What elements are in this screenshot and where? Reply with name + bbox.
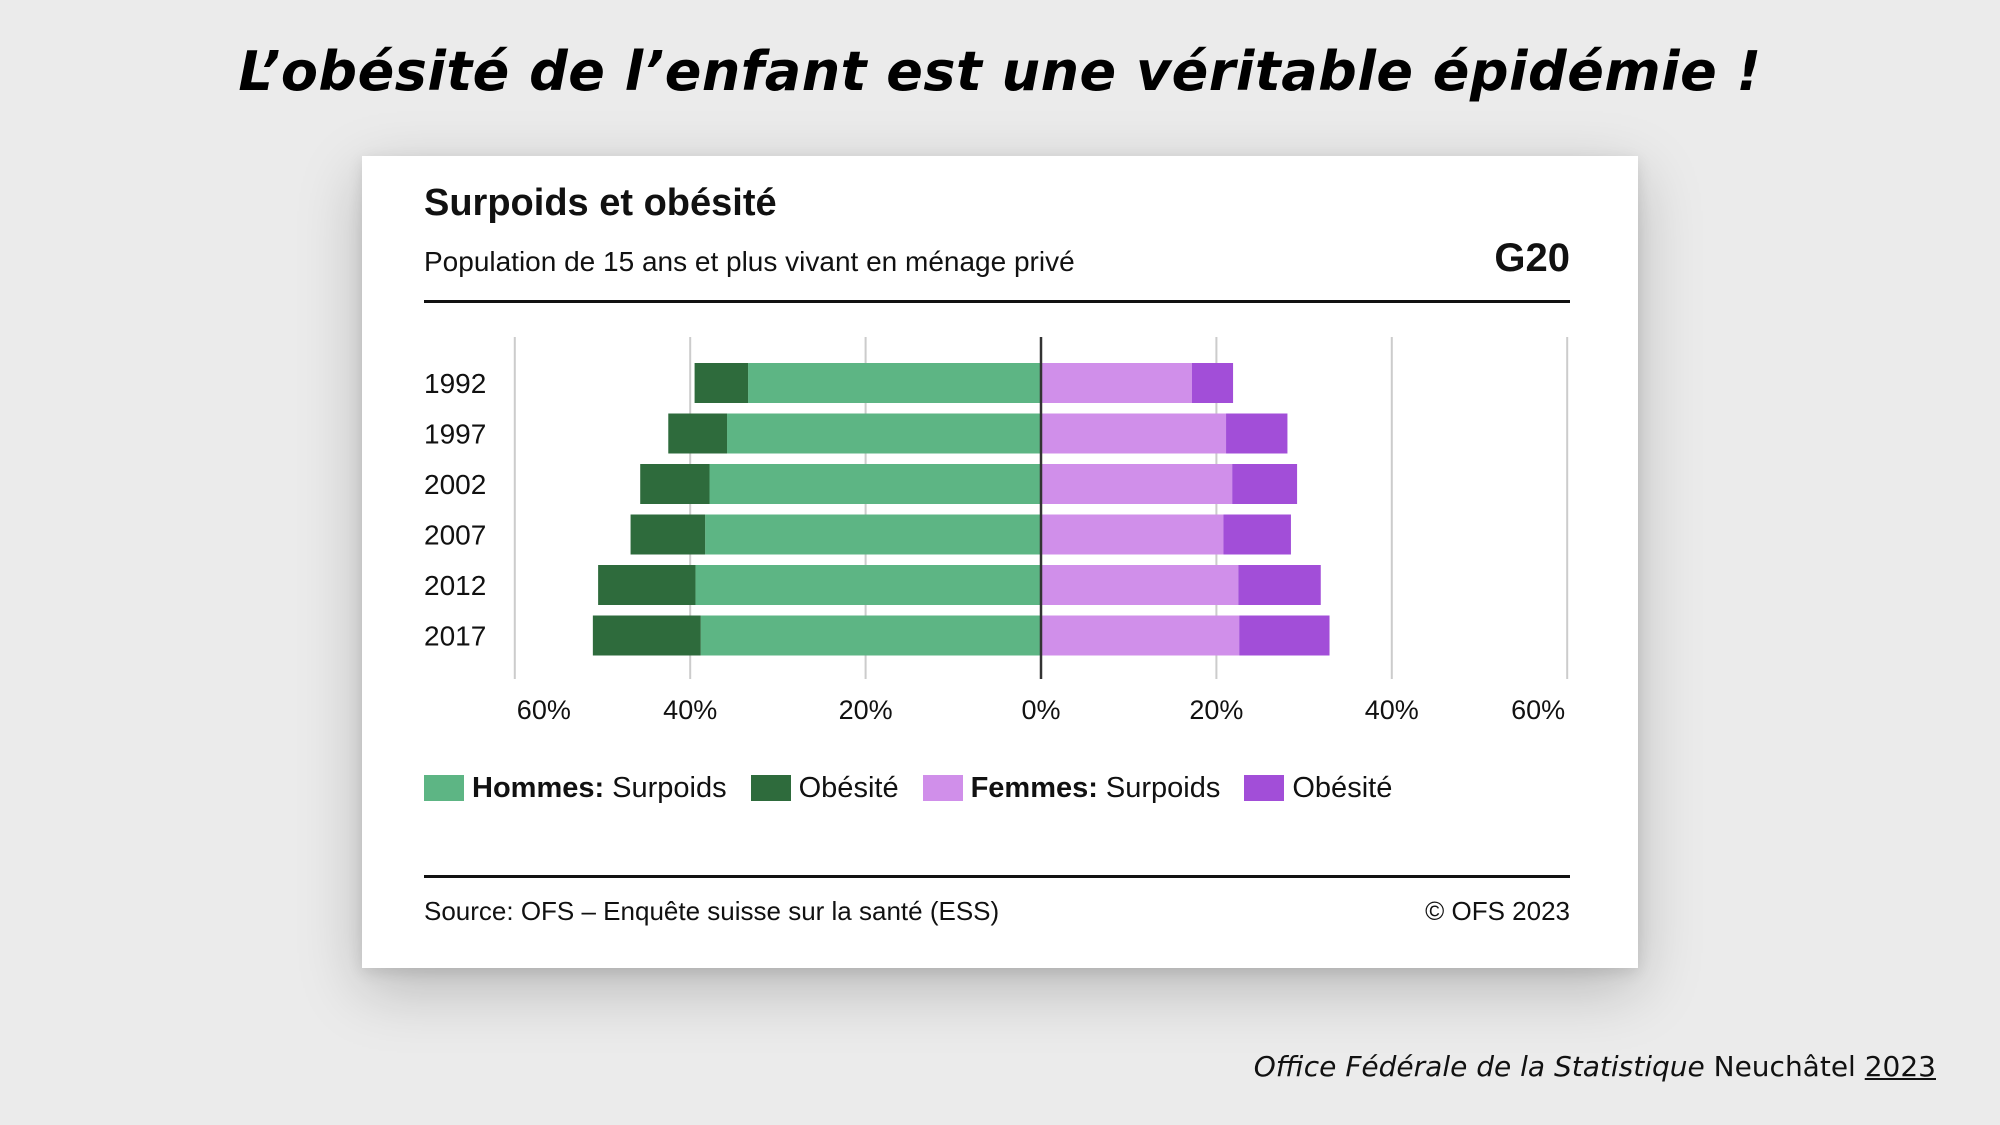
legend-women-obesity: Obésité xyxy=(1244,772,1392,805)
x-tick-label-1: 40% xyxy=(663,695,717,725)
legend-men-group-label: Hommes: xyxy=(472,771,605,804)
bar-men-overweight-2012 xyxy=(695,565,1041,605)
top-rule xyxy=(424,300,1570,303)
bar-women-overweight-2007 xyxy=(1041,514,1224,555)
legend-men-overweight: Hommes: Surpoids xyxy=(424,772,727,805)
bar-chart: 1992 1997 2002 2007 2012 2017 60% 40% 20% 0% 20% 40… xyxy=(424,337,1569,725)
legend-women-overweight: Femmes: Surpoids xyxy=(922,771,1221,805)
legend-women-obesity-label: Obésité xyxy=(1292,771,1393,804)
copyright-note: © OFS 2023 xyxy=(1425,896,1570,926)
bar-men-overweight-1997 xyxy=(727,413,1041,454)
x-tick-label-3: 0% xyxy=(1021,695,1060,725)
x-tick-label-4: 20% xyxy=(1189,695,1243,725)
chart-title: Surpoids et obésité xyxy=(424,182,777,224)
legend: Hommes: Surpoids Obésité Femmes: Surpoid… xyxy=(424,768,1416,808)
category-label-2017: 2017 xyxy=(424,621,486,652)
footer-org: Office Fédérale de la Statistique xyxy=(1253,1050,1705,1083)
bar-women-obesity-2017 xyxy=(1239,615,1330,656)
bar-men-obesity-2002 xyxy=(640,464,710,504)
footer-place: Neuchâtel xyxy=(1713,1050,1856,1083)
bar-men-overweight-2002 xyxy=(709,464,1041,504)
bar-men-obesity-1997 xyxy=(668,413,728,454)
bar-women-overweight-1992 xyxy=(1041,363,1192,403)
bar-women-overweight-2012 xyxy=(1041,565,1239,605)
legend-swatch-men-overweight xyxy=(424,775,464,801)
x-tick-label-2: 20% xyxy=(839,695,893,725)
bar-women-obesity-2007 xyxy=(1223,514,1291,555)
legend-women-overweight-label: Surpoids xyxy=(1105,771,1221,804)
x-tick-label-5: 40% xyxy=(1365,695,1419,725)
bar-men-overweight-2017 xyxy=(700,615,1041,656)
bar-women-obesity-1992 xyxy=(1191,363,1234,403)
legend-women-group-label: Femmes: xyxy=(970,771,1098,804)
slide-title: L’obésité de l’enfant est une véritable … xyxy=(238,40,1762,103)
x-tick-label-6: 60% xyxy=(1511,695,1565,725)
category-label-1997: 1997 xyxy=(424,419,486,450)
bar-men-obesity-2007 xyxy=(630,514,706,555)
legend-swatch-men-obesity xyxy=(750,775,791,801)
legend-swatch-women-overweight xyxy=(922,775,963,801)
bar-women-overweight-2002 xyxy=(1041,464,1233,504)
legend-men-obesity: Obésité xyxy=(750,771,899,805)
x-tick-label-0: 60% xyxy=(517,695,571,725)
legend-swatch-women-obesity xyxy=(1244,775,1285,801)
source-note: Source: OFS – Enquête suisse sur la sant… xyxy=(424,896,1000,926)
bar-women-overweight-2017 xyxy=(1041,615,1240,656)
footer-year: 2023 xyxy=(1864,1050,1936,1083)
bottom-rule xyxy=(424,875,1570,878)
category-label-1992: 1992 xyxy=(424,368,486,399)
footer-credit: Office Fédérale de la Statistique Neuchâ… xyxy=(1254,1050,1936,1083)
bar-men-overweight-1992 xyxy=(748,363,1041,403)
chart-card: Surpoids et obésité Population de 15 ans… xyxy=(362,156,1638,968)
bar-men-obesity-2012 xyxy=(598,565,696,605)
bar-men-obesity-2017 xyxy=(592,615,701,656)
chart-code: G20 xyxy=(1494,236,1570,280)
bar-women-obesity-2002 xyxy=(1232,464,1298,504)
chart-subtitle: Population de 15 ans et plus vivant en m… xyxy=(424,246,1075,277)
category-label-2007: 2007 xyxy=(424,520,486,551)
bar-women-obesity-2012 xyxy=(1238,565,1321,605)
category-label-2002: 2002 xyxy=(424,469,486,500)
category-label-2012: 2012 xyxy=(424,570,486,601)
legend-men-overweight-label: Surpoids xyxy=(612,771,727,804)
bar-men-obesity-1992 xyxy=(694,363,749,403)
legend-men-obesity-label: Obésité xyxy=(798,771,899,804)
bar-women-overweight-1997 xyxy=(1041,413,1227,454)
bar-women-obesity-1997 xyxy=(1226,413,1288,454)
bar-men-overweight-2007 xyxy=(705,514,1041,555)
